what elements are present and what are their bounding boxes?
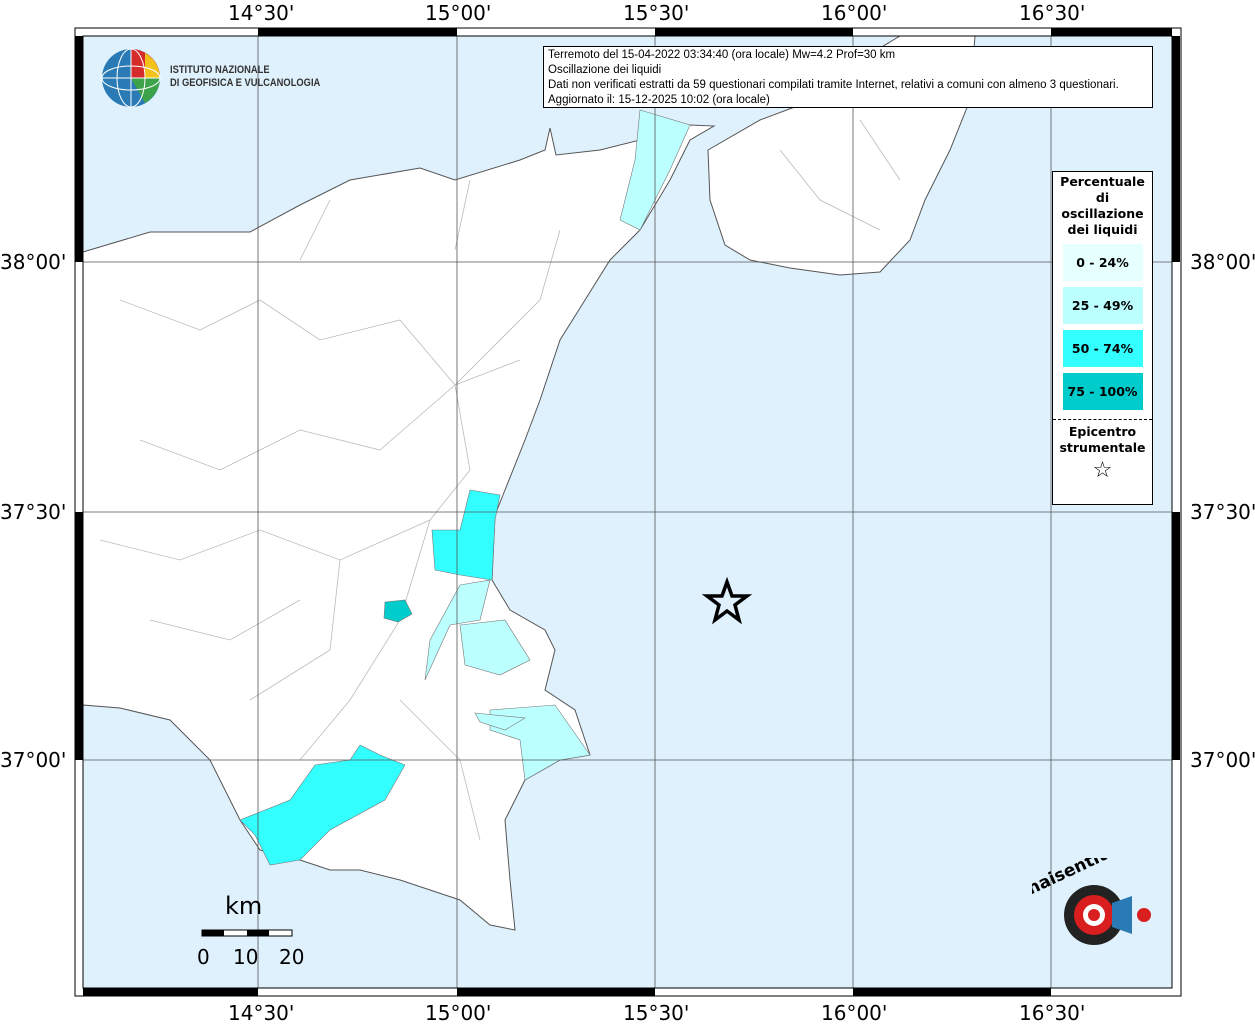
ingv-logo [101,48,161,108]
title-line: Oscillazione dei liquidi [548,64,662,76]
title-line: Terremoto del 15-04-2022 03:34:40 (ora l… [548,49,896,61]
lat-tick: 37°30' [0,500,67,524]
legend-class-0-24: 0 - 24% [1062,244,1143,281]
title-line: Aggiornato il: 15-12-2025 10:02 (ora loc… [548,94,770,106]
lon-tick: 14°30' [228,1001,295,1025]
lon-tick: 16°00' [821,1001,888,1025]
legend-class-25-49: 25 - 49% [1062,287,1143,324]
lat-tick: 37°00' [1190,748,1255,772]
legend: Percentuale di oscillazione dei liquidi … [1052,171,1153,505]
lon-tick: 15°30' [623,1,690,25]
region-50-74 [239,744,406,866]
lon-tick: 15°00' [425,1,492,25]
legend-class-75-100: 75 - 100% [1062,373,1143,410]
region-75-100 [383,599,413,623]
frame [74,27,1182,997]
legend-epicenter-label: Epicentro strumentale [1053,419,1152,456]
lat-tick: 37°30' [1190,500,1255,524]
region-25-49 [424,579,491,681]
star-icon: ☆ [1092,458,1113,483]
region-25-49 [459,619,531,676]
municipality-lines [99,119,901,841]
region-25-49 [474,712,526,731]
scale-label: 20 [279,945,304,969]
legend-class-50-74: 50 - 74% [1062,330,1143,367]
scale-label: 0 [197,945,210,969]
scale-unit: km [225,892,262,920]
lon-tick: 16°00' [821,1,888,25]
lon-tick: 16°30' [1019,1001,1086,1025]
lon-tick: 15°00' [425,1001,492,1025]
lon-tick: 15°30' [623,1001,690,1025]
lon-tick: 16°30' [1019,1,1086,25]
legend-title: Percentuale di oscillazione dei liquidi [1060,174,1145,237]
lon-tick: 14°30' [228,1,295,25]
ingv-logo-text: ISTITUTO NAZIONALE DI GEOFISICA E VULCANO… [170,64,321,89]
lat-tick: 37°00' [0,748,67,772]
lat-tick: 38°00' [1190,250,1255,274]
title-line: Dati non verificati estratti da 59 quest… [548,79,1119,91]
graticule [83,36,1172,988]
scale-label: 10 [233,945,258,969]
scale-bar: km 0 10 20 [197,892,304,969]
epicenter-star-icon [701,576,753,625]
lat-tick: 38°00' [0,250,67,274]
region-50-74 [431,489,501,581]
title-box: Terremoto del 15-04-2022 03:34:40 (ora l… [543,46,1153,108]
haisentito-logo: haisentitoilterremoto.it www. [1032,858,1162,945]
